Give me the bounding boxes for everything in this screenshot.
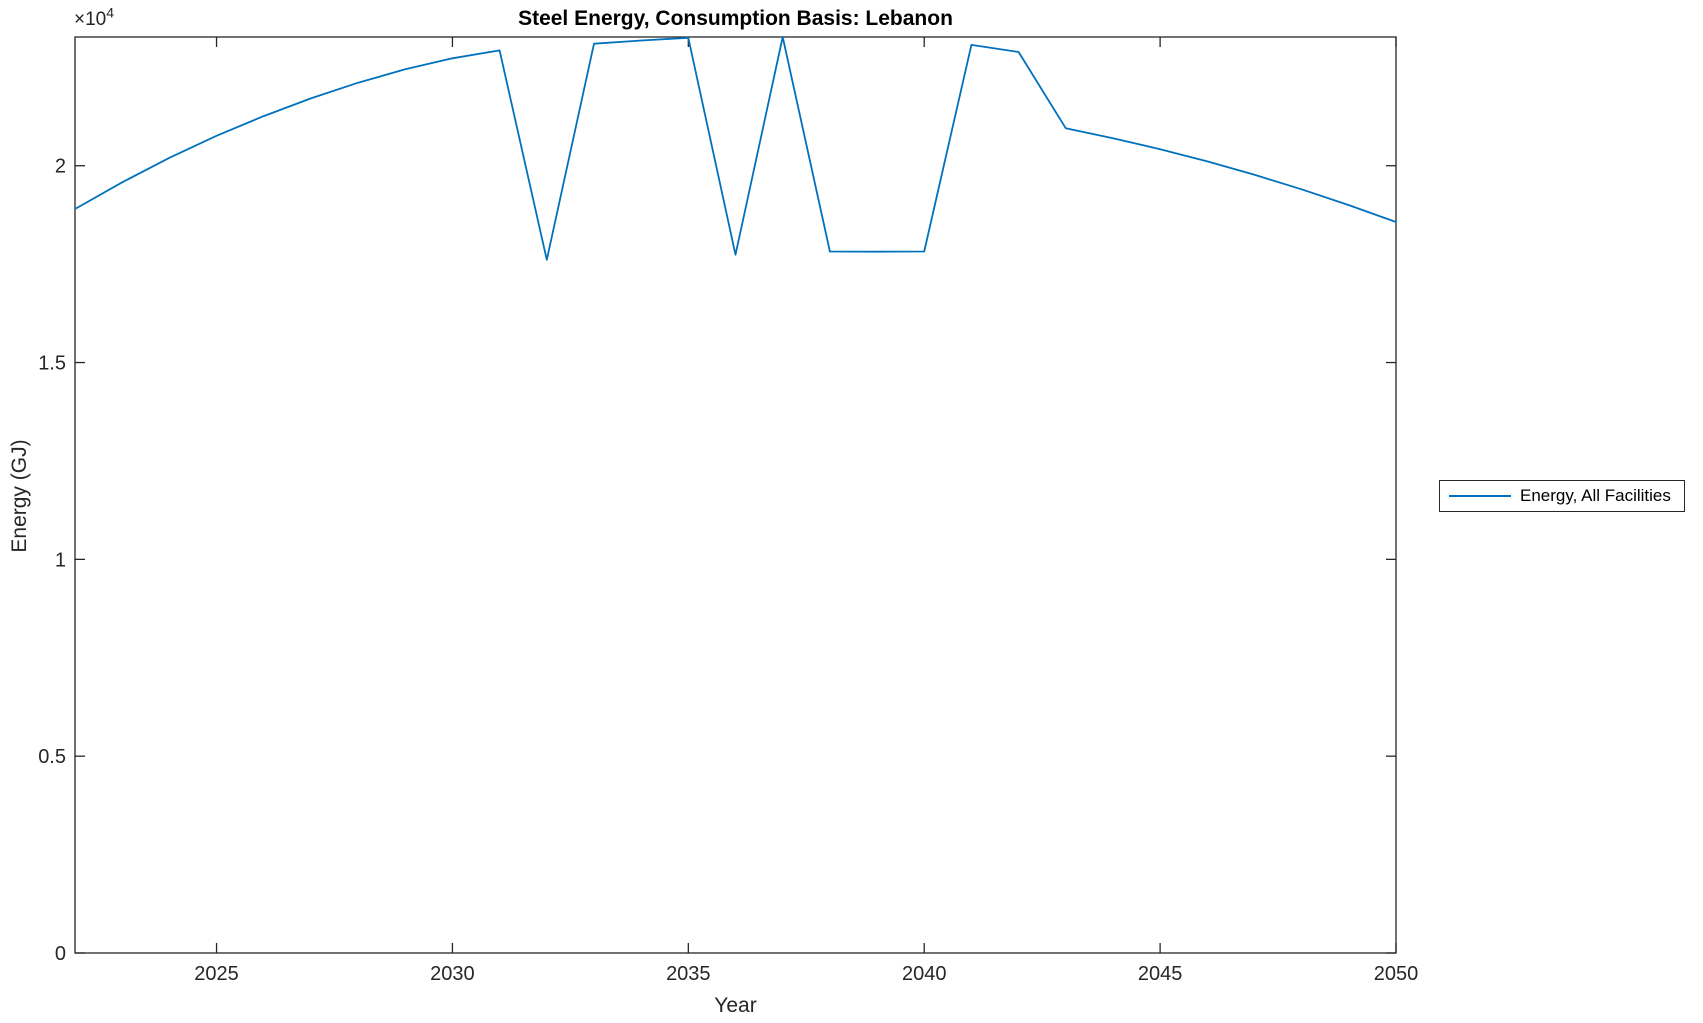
chart-title: Steel Energy, Consumption Basis: Lebanon: [518, 7, 953, 30]
y-axis-multiplier: ×104: [74, 6, 114, 31]
y-axis-multiplier-base: ×10: [74, 9, 107, 30]
y-tick-label: 0: [55, 943, 66, 965]
y-tick-label: 1: [55, 549, 66, 571]
y-axis-multiplier-exponent: 4: [106, 4, 115, 21]
y-tick-label: 0.5: [38, 746, 66, 768]
legend: Energy, All Facilities: [1439, 480, 1685, 512]
x-tick-label: 2030: [430, 963, 475, 985]
x-tick-label: 2050: [1374, 963, 1419, 985]
x-tick-label: 2040: [902, 963, 947, 985]
x-axis-label: Year: [714, 994, 757, 1017]
x-tick-label: 2025: [194, 963, 239, 985]
legend-line-sample: [1449, 495, 1511, 497]
legend-label: Energy, All Facilities: [1520, 486, 1671, 505]
y-axis-label: Energy (GJ): [8, 439, 31, 553]
y-tick-label: 1.5: [38, 353, 66, 375]
data-line: [74, 36, 1397, 261]
axes-box: [74, 36, 1397, 954]
y-tick-label: 2: [55, 156, 66, 178]
x-tick-label: 2035: [666, 963, 711, 985]
x-tick-label: 2045: [1138, 963, 1183, 985]
